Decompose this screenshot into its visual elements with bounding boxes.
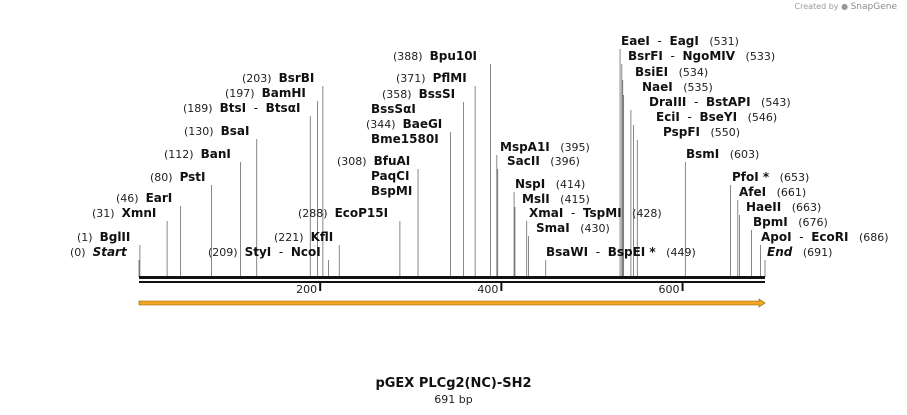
- site-label-46[interactable]: (46) EarI: [116, 191, 172, 205]
- site-label-428[interactable]: XmaI - TspMI (428): [529, 206, 662, 220]
- site-label-414[interactable]: NspI (414): [515, 177, 585, 191]
- backbone-bottom-strand: [139, 281, 765, 283]
- site-label-189[interactable]: (189) BtsI - BtsαI: [183, 101, 300, 115]
- snapgene-logo-icon: ●: [841, 2, 849, 11]
- tick-label-200: 200: [296, 283, 317, 296]
- site-label-533[interactable]: BsrFI - NgoMIV (533): [628, 49, 775, 63]
- site-label-112[interactable]: (112) BanI: [164, 147, 231, 161]
- tick-label-400: 400: [477, 283, 498, 296]
- site-label-221[interactable]: (221) KflI: [274, 230, 333, 244]
- tick-label-600: 600: [659, 283, 680, 296]
- site-label-676[interactable]: BpmI (676): [753, 215, 828, 229]
- site-label-1[interactable]: (1) BglII: [77, 230, 130, 244]
- site-label-308[interactable]: (308) BfuAI: [337, 154, 410, 168]
- map-title: pGEX PLCg2(NC)-SH2: [375, 376, 532, 391]
- site-label-308-alias-1[interactable]: BspMI: [371, 184, 412, 198]
- site-label-371[interactable]: (371) PflMI: [396, 71, 467, 85]
- site-label-31[interactable]: (31) XmnI: [92, 206, 156, 220]
- site-label-430[interactable]: SmaI (430): [536, 221, 610, 235]
- site-label-535[interactable]: NaeI (535): [642, 80, 713, 94]
- snapgene-credit: Created by ● SnapGene: [795, 2, 898, 12]
- site-label-686[interactable]: ApoI - EcoRI (686): [761, 230, 889, 244]
- site-label-396[interactable]: SacII (396): [507, 154, 580, 168]
- site-label-603[interactable]: BsmI (603): [686, 147, 759, 161]
- site-label-546[interactable]: EciI - BseYI (546): [656, 110, 777, 124]
- site-labels: (0) Start(1) BglII (31) XmnI(46) EarI (80)…: [70, 34, 889, 259]
- site-label-358-alias-0[interactable]: BssSαI: [371, 102, 416, 116]
- tick-mark-200: [319, 283, 322, 291]
- site-label-358[interactable]: (358) BssSI: [382, 87, 455, 101]
- backbone-top-strand: [139, 276, 765, 279]
- credit-brand: SnapGene: [850, 2, 897, 12]
- site-label-691[interactable]: End (691): [767, 245, 832, 259]
- tick-mark-600: [681, 283, 684, 291]
- site-label-288[interactable]: (288) EcoP15I: [298, 206, 388, 220]
- site-label-197[interactable]: (197) BamHI: [225, 86, 306, 100]
- site-label-344-alias-0[interactable]: Bme1580I: [371, 132, 439, 146]
- site-label-0[interactable]: (0) Start: [70, 245, 128, 259]
- site-label-415[interactable]: MslI (415): [522, 192, 590, 206]
- site-label-209[interactable]: (209) StyI - NcoI: [208, 245, 321, 259]
- site-label-388[interactable]: (388) Bpu10I: [393, 49, 477, 63]
- ruler-ticks: 200 400 600: [296, 283, 684, 296]
- site-label-395[interactable]: MspA1I (395): [500, 140, 590, 154]
- site-leader-lines: [138, 49, 766, 277]
- site-label-130[interactable]: (130) BsaI: [184, 124, 249, 138]
- site-label-203[interactable]: (203) BsrBI: [242, 71, 314, 85]
- site-label-80[interactable]: (80) PstI: [150, 170, 206, 184]
- site-label-308-alias-0[interactable]: PaqCI: [371, 169, 409, 183]
- feature-arrow: [138, 298, 766, 308]
- credit-prefix: Created by: [794, 2, 839, 11]
- site-label-531[interactable]: EaeI - EagI (531): [621, 34, 739, 48]
- sequence-backbone: [139, 276, 765, 283]
- site-label-344[interactable]: (344) BaeGI: [366, 117, 442, 131]
- site-label-653[interactable]: PfoI * (653): [732, 170, 809, 184]
- map-length: 691 bp: [434, 393, 473, 406]
- feature-arrow-shape[interactable]: [138, 298, 766, 308]
- site-label-661[interactable]: AfeI (661): [739, 185, 806, 199]
- tick-mark-400: [500, 283, 503, 291]
- site-label-543[interactable]: DraIII - BstAPI (543): [649, 95, 791, 109]
- site-label-534[interactable]: BsiEI (534): [635, 65, 708, 79]
- site-label-449[interactable]: BsaWI - BspEI * (449): [546, 245, 696, 259]
- site-label-550[interactable]: PspFI (550): [663, 125, 740, 139]
- site-label-663[interactable]: HaeII (663): [746, 200, 821, 214]
